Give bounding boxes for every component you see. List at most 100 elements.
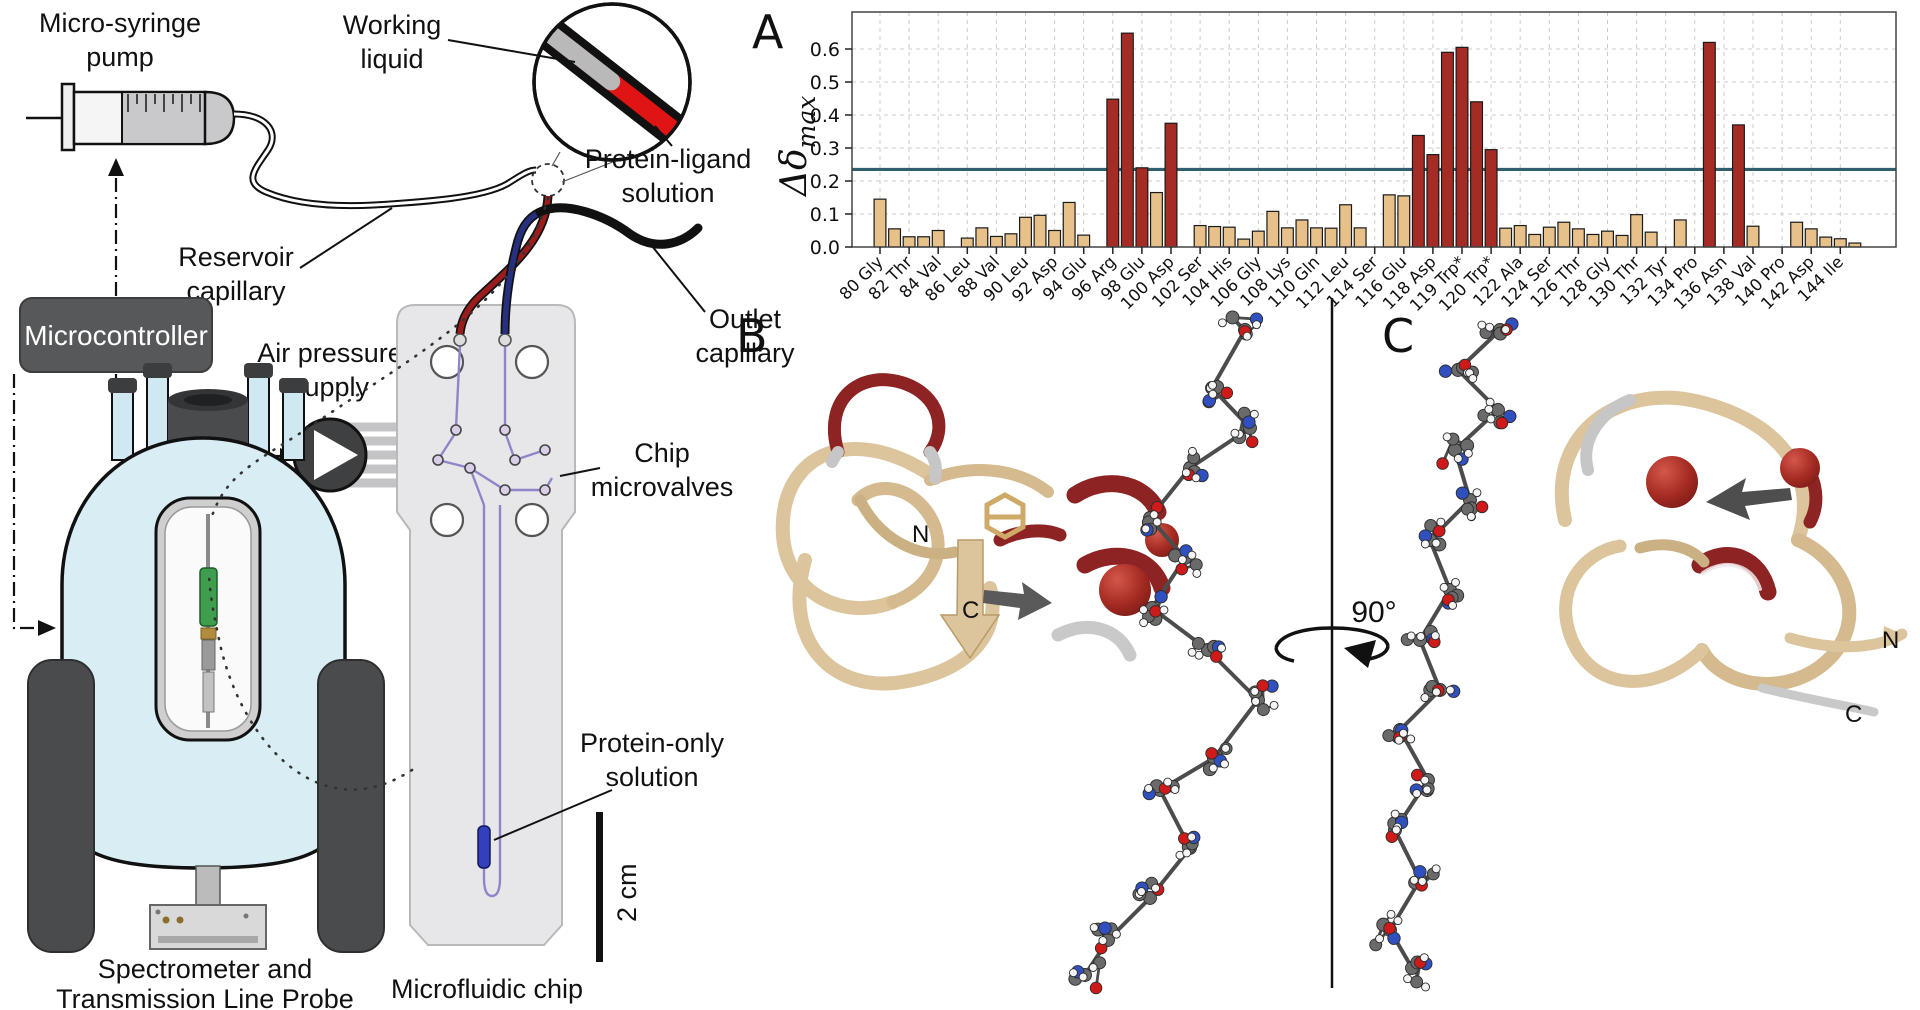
bar xyxy=(1382,194,1396,248)
magnet-top-tubes xyxy=(108,363,308,461)
arrow-to-spectrometer xyxy=(38,620,56,636)
pump-triangle-icon xyxy=(314,430,358,480)
bar xyxy=(1397,195,1411,248)
y-tick-label: 0.3 xyxy=(810,138,840,160)
microcontroller-label: Microcontroller xyxy=(24,320,208,351)
outlet-capillary-label-line1: Outlet xyxy=(709,304,782,334)
rotation-arrowhead-icon xyxy=(1344,640,1376,668)
bar xyxy=(1295,219,1309,248)
panel-c-letter: C xyxy=(1382,309,1414,363)
nmr-probe xyxy=(199,514,218,728)
chip-microvalves-label-line1: Chip xyxy=(634,438,690,468)
bar xyxy=(1731,124,1745,248)
bar xyxy=(989,235,1003,248)
bar xyxy=(1499,227,1513,248)
working-liquid-pointer xyxy=(447,39,576,63)
chip-microvalves-pointer xyxy=(559,467,601,477)
bar xyxy=(1440,51,1454,248)
arrow-to-syringe xyxy=(108,158,124,176)
b-n-terminus-label: N xyxy=(912,521,929,548)
bar xyxy=(873,198,887,248)
spectrometer-label-line2: Transmission Line Probe xyxy=(56,984,354,1010)
bar xyxy=(1251,230,1265,248)
binding-sphere-2 xyxy=(1780,448,1820,488)
bar xyxy=(1819,236,1833,248)
binding-sphere xyxy=(1646,456,1698,508)
chip-inlet-port xyxy=(453,333,467,347)
bar xyxy=(1571,228,1585,248)
bar xyxy=(1106,98,1120,248)
bar xyxy=(1193,224,1207,248)
bar xyxy=(1033,214,1047,248)
magnet-leg-left xyxy=(27,659,95,953)
protein-cartoon-b xyxy=(775,373,1179,691)
capillary-magnifier xyxy=(532,2,692,162)
bar xyxy=(1237,238,1251,248)
bar xyxy=(1600,230,1614,248)
protein-only-label-line2: solution xyxy=(605,762,698,792)
micro-syringe-pump xyxy=(26,82,236,152)
microcontroller-box xyxy=(19,297,213,373)
outlet-capillary-label-line2: capillary xyxy=(695,338,795,368)
microsyringe-pump-label-line2: pump xyxy=(86,42,154,72)
protein-ligand-label-line1: Protein-ligand xyxy=(585,144,752,174)
bar xyxy=(1018,216,1032,248)
reservoir-capillary-pointer xyxy=(299,207,393,269)
strand-tip xyxy=(1882,626,1902,644)
bar xyxy=(1615,234,1629,248)
bar xyxy=(902,236,916,248)
reservoir-capillary-label-line1: Reservoir xyxy=(178,242,294,272)
bar xyxy=(1120,32,1134,248)
c-n-terminus-label: N xyxy=(1882,627,1899,654)
working-liquid-segment xyxy=(535,16,621,91)
y-tick-label: 0.1 xyxy=(810,204,840,226)
panel-a-letter: A xyxy=(752,5,784,59)
outlet-capillary-pointer xyxy=(651,245,706,313)
ligand-chain-b xyxy=(1068,310,1279,995)
working-liquid-label-line2: liquid xyxy=(360,44,423,74)
scale-bar xyxy=(596,812,603,962)
magnet-leg-right xyxy=(317,659,385,953)
bar xyxy=(1746,225,1760,248)
bar xyxy=(1804,228,1818,248)
air-pressure-label-line1: Air pressure xyxy=(257,338,403,368)
y-axis-label: Δδmax xyxy=(774,96,821,198)
bar xyxy=(1309,227,1323,248)
bar xyxy=(1586,233,1600,248)
bar xyxy=(1484,149,1498,248)
setup-diagram: Micro-syringe pump Working liquid Prot xyxy=(12,2,795,1010)
rotation-indicator: 90° xyxy=(1274,596,1397,668)
bar xyxy=(1673,219,1687,248)
bar xyxy=(1630,214,1644,248)
outlet-capillary-black xyxy=(535,203,703,249)
bar xyxy=(1833,238,1847,248)
chip-channels xyxy=(436,344,554,898)
bar xyxy=(1135,167,1149,248)
bar xyxy=(931,229,945,248)
protein-ligand-pointer xyxy=(654,125,673,147)
b-c-terminus-label: C xyxy=(962,597,979,624)
bar xyxy=(1004,233,1018,248)
bar xyxy=(1455,46,1469,248)
microsyringe-pump-label-line1: Micro-syringe xyxy=(39,8,201,38)
protein-only-plug xyxy=(477,825,491,869)
protein-ligand-label-line2: solution xyxy=(621,178,714,208)
panel-b-letter: B xyxy=(736,309,768,363)
protein-only-label-line1: Protein-only xyxy=(580,728,725,758)
microfluidic-chip-label: Microfluidic chip xyxy=(391,974,583,1004)
bar xyxy=(917,236,931,248)
scale-bar-label: 2 cm xyxy=(612,863,642,922)
chip-holes xyxy=(429,344,550,538)
bar xyxy=(1048,229,1062,248)
protein-only-pointer xyxy=(493,789,613,841)
chip-microvalves-label-line2: microvalves xyxy=(591,472,734,502)
bar xyxy=(1339,204,1353,248)
y-tick-label: 0.5 xyxy=(810,72,840,94)
rotation-angle-label: 90° xyxy=(1351,596,1396,629)
binding-sphere xyxy=(1099,564,1151,616)
bar xyxy=(1702,41,1716,248)
chip-outlet-port xyxy=(498,333,512,347)
dotted-connectors xyxy=(207,196,550,791)
